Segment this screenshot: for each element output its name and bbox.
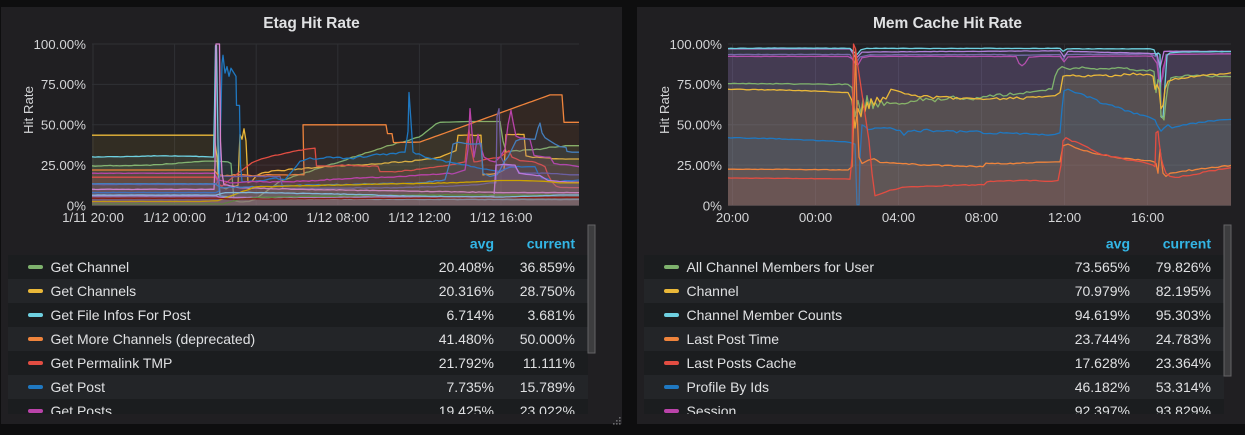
svg-text:75.00%: 75.00% <box>677 77 722 92</box>
svg-text:70.979%: 70.979% <box>1075 283 1130 299</box>
svg-text:1/12 04:00: 1/12 04:00 <box>225 210 288 225</box>
svg-text:50.00%: 50.00% <box>677 118 722 133</box>
svg-text:current: current <box>527 236 576 252</box>
svg-text:20:00: 20:00 <box>716 210 749 225</box>
svg-text:Channel: Channel <box>687 283 739 299</box>
svg-text:Get Post: Get Post <box>51 379 106 395</box>
svg-text:100.00%: 100.00% <box>670 37 723 52</box>
svg-text:16:00: 16:00 <box>1131 210 1164 225</box>
svg-text:7.735%: 7.735% <box>447 379 494 395</box>
svg-text:24.783%: 24.783% <box>1156 331 1211 347</box>
svg-text:1/12 00:00: 1/12 00:00 <box>143 210 206 225</box>
svg-text:73.565%: 73.565% <box>1075 259 1130 275</box>
svg-text:1/12 12:00: 1/12 12:00 <box>388 210 451 225</box>
svg-text:1/12 08:00: 1/12 08:00 <box>306 210 369 225</box>
svg-text:20.316%: 20.316% <box>439 283 494 299</box>
svg-text:41.480%: 41.480% <box>439 331 494 347</box>
svg-text:Hit Rate: Hit Rate <box>657 86 672 134</box>
svg-text:Last Posts Cache: Last Posts Cache <box>687 355 797 371</box>
svg-text:Hit Rate: Hit Rate <box>21 86 36 134</box>
svg-text:100.00%: 100.00% <box>34 37 87 52</box>
svg-text:Get File Infos For Post: Get File Infos For Post <box>51 307 191 323</box>
svg-text:23.022%: 23.022% <box>520 403 575 419</box>
svg-text:12:00: 12:00 <box>1048 210 1081 225</box>
svg-text:Channel Member Counts: Channel Member Counts <box>687 307 843 323</box>
svg-text:50.000%: 50.000% <box>520 331 575 347</box>
svg-text:Get Channels: Get Channels <box>51 283 137 299</box>
svg-text:08:00: 08:00 <box>965 210 998 225</box>
svg-text:Get More Channels (deprecated): Get More Channels (deprecated) <box>51 331 256 347</box>
svg-text:All Channel Members for User: All Channel Members for User <box>687 259 875 275</box>
svg-text:53.314%: 53.314% <box>1156 379 1211 395</box>
svg-text:94.619%: 94.619% <box>1075 307 1130 323</box>
svg-text:25.00%: 25.00% <box>677 158 722 173</box>
svg-text:25.00%: 25.00% <box>41 158 86 173</box>
svg-text:20.408%: 20.408% <box>439 259 494 275</box>
svg-text:3.681%: 3.681% <box>528 307 575 323</box>
svg-text:00:00: 00:00 <box>799 210 832 225</box>
svg-text:Mem Cache Hit Rate: Mem Cache Hit Rate <box>873 15 1022 32</box>
svg-text:17.628%: 17.628% <box>1075 355 1130 371</box>
svg-text:21.792%: 21.792% <box>439 355 494 371</box>
svg-text:46.182%: 46.182% <box>1075 379 1130 395</box>
svg-text:Get Permalink TMP: Get Permalink TMP <box>51 355 173 371</box>
svg-text:avg: avg <box>1106 236 1130 252</box>
svg-text:0%: 0% <box>703 198 722 213</box>
svg-text:Get Channel: Get Channel <box>51 259 130 275</box>
svg-text:23.744%: 23.744% <box>1075 331 1130 347</box>
svg-text:19.425%: 19.425% <box>439 403 494 419</box>
svg-text:1/12 16:00: 1/12 16:00 <box>470 210 533 225</box>
svg-text:28.750%: 28.750% <box>520 283 575 299</box>
svg-text:79.826%: 79.826% <box>1156 259 1211 275</box>
svg-text:Session: Session <box>687 403 737 419</box>
svg-text:82.195%: 82.195% <box>1156 283 1211 299</box>
svg-text:15.789%: 15.789% <box>520 379 575 395</box>
svg-text:Last Post Time: Last Post Time <box>687 331 780 347</box>
svg-text:6.714%: 6.714% <box>447 307 494 323</box>
svg-text:0%: 0% <box>67 198 86 213</box>
svg-text:1/11 20:00: 1/11 20:00 <box>62 210 124 225</box>
svg-text:92.397%: 92.397% <box>1075 403 1130 419</box>
svg-text:current: current <box>1163 236 1212 252</box>
svg-text:avg: avg <box>470 236 494 252</box>
svg-text:04:00: 04:00 <box>882 210 915 225</box>
svg-text:23.364%: 23.364% <box>1156 355 1211 371</box>
svg-text:11.111%: 11.111% <box>523 355 575 371</box>
svg-text:75.00%: 75.00% <box>41 77 86 92</box>
svg-text:Profile By Ids: Profile By Ids <box>687 379 769 395</box>
svg-text:36.859%: 36.859% <box>520 259 575 275</box>
svg-text:Etag Hit Rate: Etag Hit Rate <box>263 15 360 32</box>
svg-text:50.00%: 50.00% <box>41 118 86 133</box>
svg-text:95.303%: 95.303% <box>1156 307 1211 323</box>
svg-text:93.829%: 93.829% <box>1156 403 1211 419</box>
svg-text:Get Posts: Get Posts <box>51 403 112 419</box>
